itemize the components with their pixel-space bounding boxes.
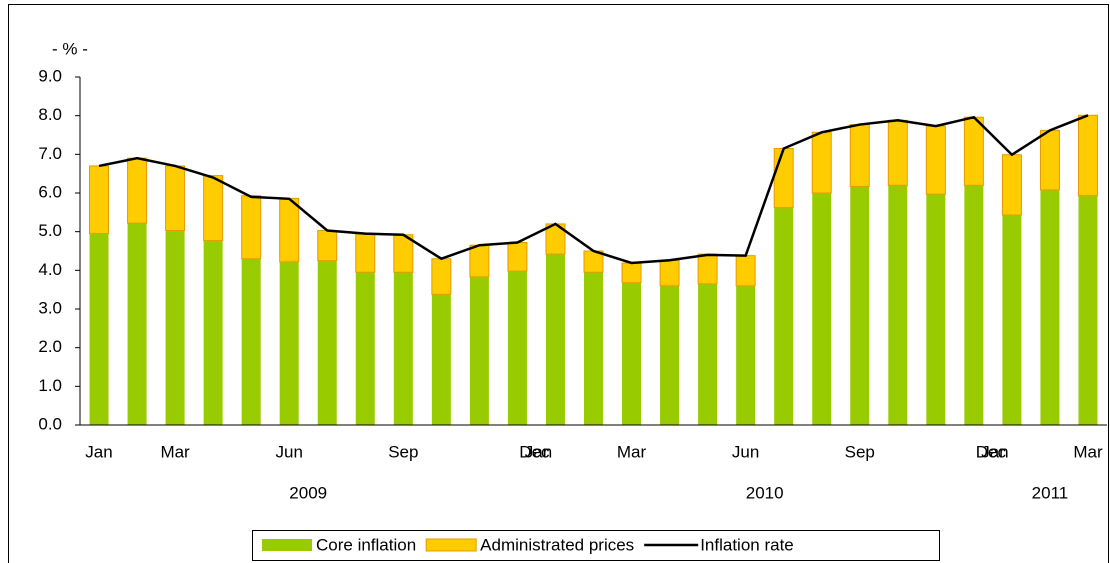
bar-segment (507, 271, 527, 425)
bar-segment (659, 259, 680, 287)
bar-segment (89, 165, 110, 235)
bar-segment (203, 240, 223, 425)
y-tick-label: 2.0 (38, 337, 62, 356)
bar-segment (926, 194, 946, 425)
bar-segment (393, 272, 413, 425)
bar-segment (355, 233, 376, 273)
y-tick-label: 1.0 (38, 376, 62, 395)
legend-label: Administrated prices (480, 535, 634, 554)
y-tick-label: 6.0 (38, 182, 62, 201)
bar-segment (698, 283, 718, 425)
bar-segment (431, 258, 452, 295)
year-label: 2010 (746, 483, 784, 502)
bar-segment (241, 195, 262, 260)
year-label: 2009 (289, 483, 327, 502)
y-tick-label: 3.0 (38, 298, 62, 317)
y-tick-label: 7.0 (38, 144, 62, 163)
bar-segment (1001, 154, 1022, 216)
bar-segment (279, 261, 299, 425)
bar-segment (697, 253, 718, 285)
bar-segment (89, 233, 109, 425)
x-tick-label: Jan (525, 442, 552, 461)
bar-segment (622, 282, 642, 425)
x-tick-label: Mar (1073, 442, 1103, 461)
x-tick-label: Jun (275, 442, 302, 461)
x-tick-label: Mar (617, 442, 647, 461)
bar-segment (925, 125, 946, 195)
bar-segment (811, 131, 832, 194)
bar-segment (850, 186, 870, 425)
bar-segment (887, 119, 908, 186)
legend-label: Core inflation (316, 535, 416, 554)
bar-segment (165, 230, 185, 425)
bar-segment (964, 185, 984, 425)
legend-label: Inflation rate (700, 535, 794, 554)
bar-segment (1040, 189, 1060, 425)
line-series (98, 114, 1089, 265)
legend-box (252, 530, 940, 561)
y-tick-label: 4.0 (38, 260, 62, 279)
frame (8, 4, 1109, 563)
bar-segment (127, 223, 147, 425)
y-tick-label: 0.0 (38, 414, 62, 433)
bar-segment (165, 165, 186, 232)
bar-segment (545, 254, 565, 425)
x-tick-label: Sep (388, 442, 418, 461)
bar-segment (469, 276, 489, 425)
bar-segment (1078, 195, 1098, 425)
x-tick-label: Jan (85, 442, 112, 461)
x-tick-label: Mar (160, 442, 190, 461)
bar-segment (1002, 215, 1022, 425)
x-tick-label: Jun (732, 442, 759, 461)
bar-segment (849, 124, 870, 187)
bar-segment (279, 197, 300, 263)
x-tick-label: Sep (845, 442, 875, 461)
bar-segment (127, 157, 148, 224)
bar-segment (317, 260, 337, 425)
y-tick-label: 9.0 (38, 66, 62, 85)
bar-segment (773, 148, 794, 209)
bar-segment (241, 258, 261, 425)
y-tick-label: 5.0 (38, 221, 62, 240)
bar-segment (774, 207, 794, 425)
bar-segment (1077, 114, 1098, 197)
bar-segment (469, 244, 490, 278)
bar-segment (621, 262, 642, 284)
legend-swatch (262, 539, 312, 551)
bar-segment (584, 272, 603, 425)
bar-segment (660, 285, 680, 425)
bar-segment (431, 294, 451, 425)
legend-swatch (425, 538, 477, 552)
bar-segment (355, 272, 375, 425)
bar-segment (963, 116, 984, 186)
bar-segment (812, 193, 832, 425)
bar-segment (888, 185, 908, 425)
bar-segment (736, 285, 756, 425)
bar-segment (1039, 129, 1060, 191)
bar-segment (507, 241, 528, 272)
bar-segment (317, 230, 338, 262)
bar-segment (735, 255, 756, 287)
y-tick-label: 8.0 (38, 105, 62, 124)
bar-segment (203, 175, 224, 242)
year-label: 2011 (1032, 483, 1069, 502)
y-axis-label: - % - (52, 39, 88, 58)
x-tick-label: Dec (976, 442, 1007, 461)
x-tick-label: Dec (519, 442, 550, 461)
x-tick-label: Jan (981, 442, 1008, 461)
